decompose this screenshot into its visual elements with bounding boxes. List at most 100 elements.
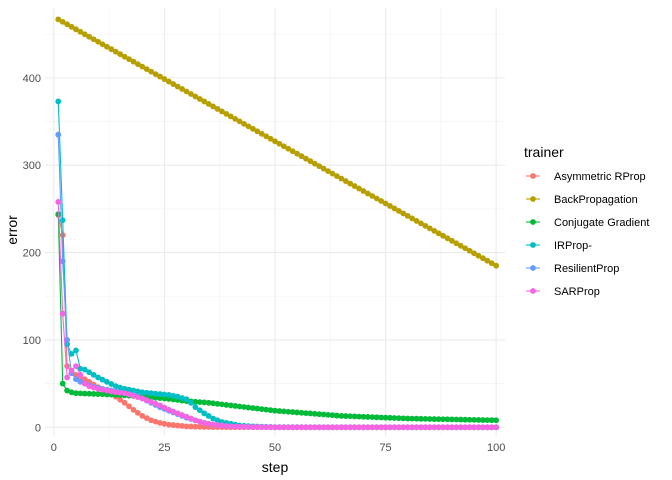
legend-label: IRProp- <box>554 240 592 252</box>
data-point-conjugate-gradient <box>267 407 274 414</box>
data-point-backpropagation <box>320 165 327 172</box>
data-point-backpropagation <box>90 36 97 43</box>
data-point-backpropagation <box>422 222 429 229</box>
data-point-conjugate-gradient <box>404 415 411 422</box>
legend-item-backpropagation: BackPropagation <box>526 194 638 206</box>
data-point-irprop <box>117 384 124 391</box>
data-point-backpropagation <box>391 205 398 212</box>
data-point-sarprop <box>373 424 380 431</box>
data-point-backpropagation <box>64 21 71 28</box>
data-point-sarprop <box>117 389 124 396</box>
data-point-sarprop <box>196 418 203 425</box>
x-axis-ticks: 0 25 50 75 100 <box>51 442 506 454</box>
data-point-irprop <box>188 399 194 406</box>
data-point-backpropagation <box>254 128 261 135</box>
data-point-resilientprop <box>64 337 71 343</box>
data-point-conjugate-gradient <box>280 408 287 415</box>
data-point-conjugate-gradient <box>378 414 385 421</box>
data-point-sarprop <box>338 424 345 431</box>
data-point-asymmetric-rprop <box>201 424 208 430</box>
data-point-conjugate-gradient <box>77 390 84 397</box>
data-point-sarprop <box>493 424 500 431</box>
data-point-conjugate-gradient <box>249 405 256 411</box>
data-point-irprop <box>148 390 155 397</box>
data-point-conjugate-gradient <box>466 416 473 423</box>
data-point-irprop <box>130 387 137 394</box>
data-point-sarprop <box>347 424 354 431</box>
data-point-sarprop <box>272 424 278 431</box>
data-point-backpropagation <box>223 111 230 117</box>
data-point-backpropagation <box>117 51 124 58</box>
data-point-conjugate-gradient <box>157 395 163 401</box>
data-point-conjugate-gradient <box>68 389 75 396</box>
data-point-sarprop <box>387 424 393 431</box>
data-point-backpropagation <box>121 53 128 60</box>
data-point-backpropagation <box>148 68 155 75</box>
data-point-asymmetric-rprop <box>143 415 150 421</box>
data-point-irprop <box>126 386 132 393</box>
data-point-sarprop <box>227 423 234 430</box>
data-point-conjugate-gradient <box>241 404 247 410</box>
data-point-conjugate-gradient <box>479 417 486 423</box>
data-point-sarprop <box>307 424 314 431</box>
series-asymmetric-rprop <box>55 212 500 431</box>
data-point-backpropagation <box>201 98 208 105</box>
data-point-sarprop <box>409 424 416 431</box>
data-point-conjugate-gradient <box>471 416 477 423</box>
data-point-conjugate-gradient <box>90 391 97 397</box>
data-point-backpropagation <box>179 86 186 92</box>
x-tick-label: 25 <box>158 442 170 454</box>
legend-label: Asymmetric RProp <box>554 171 646 183</box>
data-point-conjugate-gradient <box>316 411 323 418</box>
legend-item-irprop: IRProp- <box>526 240 592 252</box>
data-point-irprop <box>81 366 88 373</box>
data-point-sarprop <box>369 424 376 431</box>
data-point-conjugate-gradient <box>196 399 203 406</box>
legend-label: ResilientProp <box>554 263 619 275</box>
data-point-irprop <box>165 392 172 398</box>
data-point-conjugate-gradient <box>258 406 265 412</box>
series-irprop <box>55 98 500 431</box>
data-point-backpropagation <box>387 203 393 209</box>
data-point-irprop <box>121 385 128 392</box>
data-point-backpropagation <box>68 23 75 30</box>
data-point-conjugate-gradient <box>59 380 66 387</box>
data-point-sarprop <box>210 421 216 428</box>
data-point-irprop <box>104 378 110 385</box>
data-point-backpropagation <box>170 81 177 87</box>
data-point-sarprop <box>143 397 150 404</box>
data-point-backpropagation <box>174 83 181 90</box>
data-point-conjugate-gradient <box>236 403 243 410</box>
data-point-sarprop <box>316 424 323 431</box>
data-point-backpropagation <box>440 232 446 239</box>
data-point-backpropagation <box>347 180 354 187</box>
legend-item-resilientprop: ResilientProp <box>526 263 619 275</box>
x-tick-label: 75 <box>379 442 391 454</box>
data-point-conjugate-gradient <box>484 417 491 423</box>
data-point-irprop <box>68 350 75 357</box>
data-point-sarprop <box>192 417 199 424</box>
data-point-irprop <box>192 404 199 411</box>
x-tick-label: 0 <box>51 442 57 454</box>
data-point-backpropagation <box>280 143 287 150</box>
data-point-sarprop <box>161 404 168 411</box>
data-point-conjugate-gradient <box>201 399 208 406</box>
series-sarprop <box>55 199 500 431</box>
data-point-backpropagation <box>263 133 270 140</box>
data-point-conjugate-gradient <box>449 416 455 423</box>
data-point-conjugate-gradient <box>81 390 88 397</box>
data-point-sarprop <box>311 424 318 431</box>
data-point-asymmetric-rprop <box>139 413 146 419</box>
data-point-conjugate-gradient <box>329 412 336 419</box>
data-point-sarprop <box>431 424 438 431</box>
data-point-sarprop <box>395 424 402 431</box>
data-point-backpropagation <box>241 120 247 127</box>
data-point-sarprop <box>55 199 62 205</box>
data-point-sarprop <box>188 415 194 422</box>
data-point-irprop <box>174 393 181 400</box>
data-point-irprop <box>183 396 190 403</box>
data-point-irprop <box>210 415 216 422</box>
data-point-conjugate-gradient <box>435 416 442 423</box>
data-point-conjugate-gradient <box>148 394 155 401</box>
data-point-conjugate-gradient <box>400 415 407 422</box>
